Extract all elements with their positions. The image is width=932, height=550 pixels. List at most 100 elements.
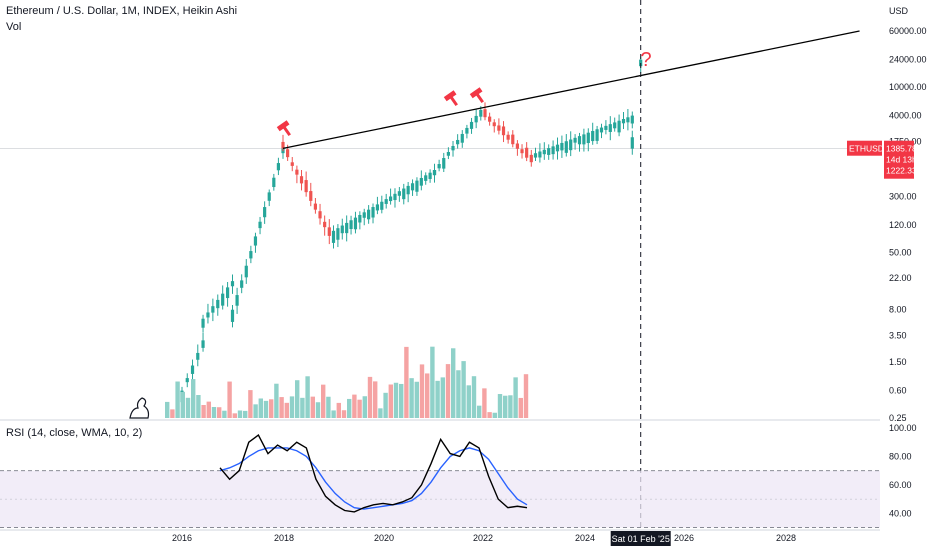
volume-bar [180, 391, 185, 418]
price-axis-tick: 24000.00 [889, 55, 927, 65]
volume-bar [487, 412, 492, 418]
time-axis-tick: 2022 [473, 533, 493, 543]
candle-body [221, 293, 225, 306]
candle-body [630, 115, 634, 124]
volume-bar [284, 402, 289, 418]
volume-bar [482, 388, 487, 418]
candle-body [244, 265, 248, 278]
volume-bar [196, 395, 201, 418]
candle-body [309, 191, 313, 201]
rsi-axis-tick: 40.00 [889, 508, 912, 518]
candle-body [216, 299, 220, 309]
volume-bar [321, 384, 326, 418]
candle-body [281, 141, 285, 149]
price-axis-currency: USD [889, 6, 909, 16]
candle-body [595, 129, 599, 141]
candle-body [235, 295, 239, 306]
volume-bar [206, 401, 211, 418]
candle-body [564, 141, 568, 153]
candle-body [345, 222, 349, 234]
candle-body [371, 207, 375, 218]
candle-body [253, 236, 258, 246]
symbol-label-text: ETHUSD [849, 144, 884, 154]
candle-body [249, 251, 253, 259]
candle-body [582, 134, 586, 145]
candle-body [304, 180, 308, 193]
volume-bar [289, 396, 295, 418]
symbol-label-box [847, 140, 882, 156]
candle-body [506, 134, 510, 140]
volume-bar [232, 413, 237, 418]
volume-bar [383, 392, 388, 418]
candle-body [313, 203, 318, 210]
price-axis-tick: 22.00 [889, 273, 912, 283]
candle-body [211, 306, 215, 313]
candle-body [267, 192, 271, 201]
candle-body [501, 126, 506, 136]
price-axis-tick: 120.00 [889, 220, 917, 230]
candle-body [358, 214, 362, 223]
candle-body [432, 170, 437, 176]
volume-bar [357, 399, 362, 418]
candle-body [560, 142, 564, 151]
rsi-ma-line [219, 447, 528, 510]
candle-body [380, 201, 384, 210]
candle-body [533, 153, 538, 158]
price-axis-tick: 1.50 [889, 357, 907, 367]
candle-body [290, 162, 294, 166]
volume-bar [508, 395, 513, 418]
candle-body [577, 136, 582, 145]
candle-body [613, 122, 617, 129]
candle-body [225, 287, 230, 299]
candle-body [488, 116, 492, 122]
volume-bar [305, 376, 310, 418]
time-axis-tick: 2018 [274, 533, 294, 543]
candle-body [230, 309, 235, 322]
price-axis-tick: 10000.00 [889, 82, 927, 92]
volume-bar [185, 397, 191, 418]
candle-body [515, 143, 520, 149]
volume-bar [315, 402, 321, 418]
volume-bar [237, 410, 243, 418]
candle-body [542, 149, 546, 155]
price-axis-tick: 50.00 [889, 247, 912, 257]
candle-body [230, 281, 235, 287]
candle-body [428, 172, 432, 179]
candle-body [465, 127, 469, 134]
volume-bar [409, 378, 414, 418]
volume-bar [217, 407, 222, 418]
trendline [282, 30, 860, 150]
price-axis-tick: 3.50 [889, 331, 907, 341]
volume-bar [336, 402, 341, 418]
candle-body [469, 121, 474, 129]
volume-bar [165, 401, 170, 418]
candle-body [547, 148, 551, 155]
volume-bar [378, 408, 383, 418]
volume-bar [451, 348, 456, 418]
candle-body [573, 137, 577, 143]
candle-body [263, 207, 267, 218]
candle-body [406, 185, 410, 195]
volume-bar [497, 394, 503, 418]
volume-bar [243, 410, 248, 418]
candle-body [497, 125, 501, 131]
cursor-date-label: Sat 01 Feb '25 [612, 534, 670, 544]
volume-bar [295, 380, 300, 418]
candle-body [206, 312, 210, 318]
candle-body [362, 212, 366, 218]
volume-bar [274, 383, 279, 418]
volume-bar [367, 376, 373, 418]
volume-bar [440, 377, 445, 418]
candle-body [295, 169, 299, 175]
candle-body [479, 109, 483, 117]
volume-bar [425, 373, 430, 418]
volume-bar [419, 364, 425, 418]
candle-body [384, 199, 388, 204]
time-axis-tick: 2020 [374, 533, 394, 543]
volume-bar [456, 370, 461, 418]
volume-bar [435, 380, 440, 418]
rsi-axis-tick: 80.00 [889, 451, 912, 461]
candle-body [185, 378, 189, 383]
candle-body [451, 145, 455, 151]
